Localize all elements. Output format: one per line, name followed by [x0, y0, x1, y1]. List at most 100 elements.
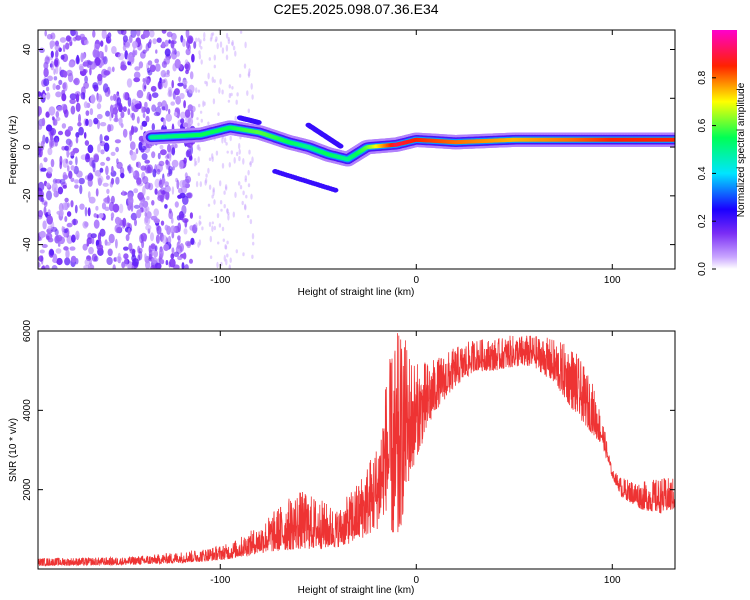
- noise-blob: [189, 225, 194, 231]
- noise-blob: [63, 70, 68, 78]
- noise-blob: [168, 208, 172, 214]
- noise-blob: [212, 187, 215, 193]
- noise-blob: [75, 132, 80, 138]
- noise-blob: [45, 182, 51, 188]
- noise-blob: [171, 80, 174, 89]
- noise-blob: [218, 223, 222, 228]
- noise-blob: [134, 219, 137, 227]
- noise-blob: [201, 226, 204, 231]
- noise-blob: [245, 194, 248, 199]
- noise-blob: [46, 215, 53, 225]
- noise-blob: [126, 78, 133, 88]
- noise-blob: [96, 244, 104, 251]
- colorbar-tick-label: 0.2: [697, 214, 708, 228]
- noise-blob: [176, 179, 180, 190]
- noise-blob: [155, 49, 158, 54]
- noise-blob: [165, 103, 169, 112]
- noise-blob: [177, 235, 181, 241]
- noise-blob: [97, 73, 103, 82]
- noise-blob: [78, 177, 85, 185]
- noise-blob: [93, 213, 98, 218]
- noise-blob: [217, 241, 220, 245]
- noise-blob: [227, 211, 230, 216]
- noise-blob: [161, 30, 167, 34]
- noise-blob: [67, 144, 72, 151]
- noise-blob: [71, 234, 76, 243]
- noise-blob: [87, 232, 93, 240]
- noise-blob: [122, 128, 128, 138]
- noise-blob: [163, 73, 170, 78]
- noise-blob: [38, 106, 42, 116]
- noise-blob: [184, 109, 191, 118]
- noise-blob: [87, 207, 91, 217]
- noise-blob: [130, 212, 138, 221]
- noise-blob: [153, 111, 161, 117]
- noise-blob: [47, 147, 53, 156]
- noise-blob: [165, 113, 172, 122]
- noise-blob: [197, 156, 200, 164]
- branch-mark: [337, 143, 344, 149]
- noise-blob: [219, 180, 222, 187]
- noise-blob: [167, 143, 171, 153]
- noise-blob: [207, 167, 210, 174]
- noise-blob: [171, 186, 175, 195]
- noise-blob: [164, 48, 171, 57]
- noise-blob: [142, 185, 146, 196]
- snr-frame: [37, 330, 676, 570]
- noise-blob: [70, 150, 76, 156]
- noise-blob: [48, 106, 56, 116]
- noise-blob: [173, 251, 180, 258]
- noise-blob: [199, 221, 202, 225]
- noise-blob: [136, 209, 142, 219]
- noise-blob: [93, 219, 100, 229]
- noise-blob: [117, 252, 121, 261]
- noise-blob: [43, 67, 49, 78]
- noise-blob: [238, 148, 241, 155]
- noise-blob: [161, 61, 167, 68]
- noise-blob: [165, 260, 169, 266]
- noise-blob: [163, 243, 170, 252]
- noise-blob: [251, 254, 254, 259]
- noise-blob: [53, 68, 56, 75]
- noise-blob: [86, 240, 90, 247]
- noise-blob: [144, 253, 147, 261]
- noise-blob: [110, 151, 116, 156]
- noise-blob: [252, 241, 255, 246]
- noise-blob: [57, 130, 64, 136]
- noise-blob: [235, 249, 238, 254]
- noise-blob: [180, 118, 185, 124]
- noise-blob: [75, 136, 79, 144]
- noise-blob: [104, 196, 111, 204]
- noise-blob: [244, 41, 247, 49]
- noise-blob: [179, 92, 185, 100]
- noise-blob: [122, 35, 128, 43]
- noise-blob: [120, 64, 127, 71]
- noise-blob: [55, 91, 62, 98]
- noise-blob: [224, 244, 227, 250]
- noise-blob: [141, 106, 145, 114]
- noise-blob: [104, 44, 108, 53]
- noise-blob: [236, 92, 239, 97]
- noise-blob: [122, 106, 127, 112]
- noise-blob: [111, 66, 115, 73]
- noise-blob: [208, 157, 212, 161]
- noise-blob: [248, 149, 251, 155]
- branch-mark: [332, 187, 339, 193]
- noise-blob: [85, 154, 91, 163]
- noise-blob: [238, 73, 242, 78]
- noise-blob: [222, 238, 225, 242]
- noise-blob: [145, 107, 150, 115]
- x-tick-label: -100: [210, 575, 230, 586]
- noise-blob: [62, 174, 68, 180]
- y-tick-label: 2000: [22, 478, 33, 501]
- noise-blob: [166, 225, 172, 235]
- noise-blob: [241, 200, 244, 206]
- noise-blob: [38, 124, 43, 130]
- noise-blob: [128, 164, 132, 174]
- noise-blob: [177, 194, 183, 199]
- noise-blob: [120, 111, 125, 119]
- noise-blob: [208, 184, 212, 190]
- noise-blob: [83, 39, 89, 45]
- noise-blob: [160, 79, 166, 84]
- noise-blob: [135, 103, 142, 110]
